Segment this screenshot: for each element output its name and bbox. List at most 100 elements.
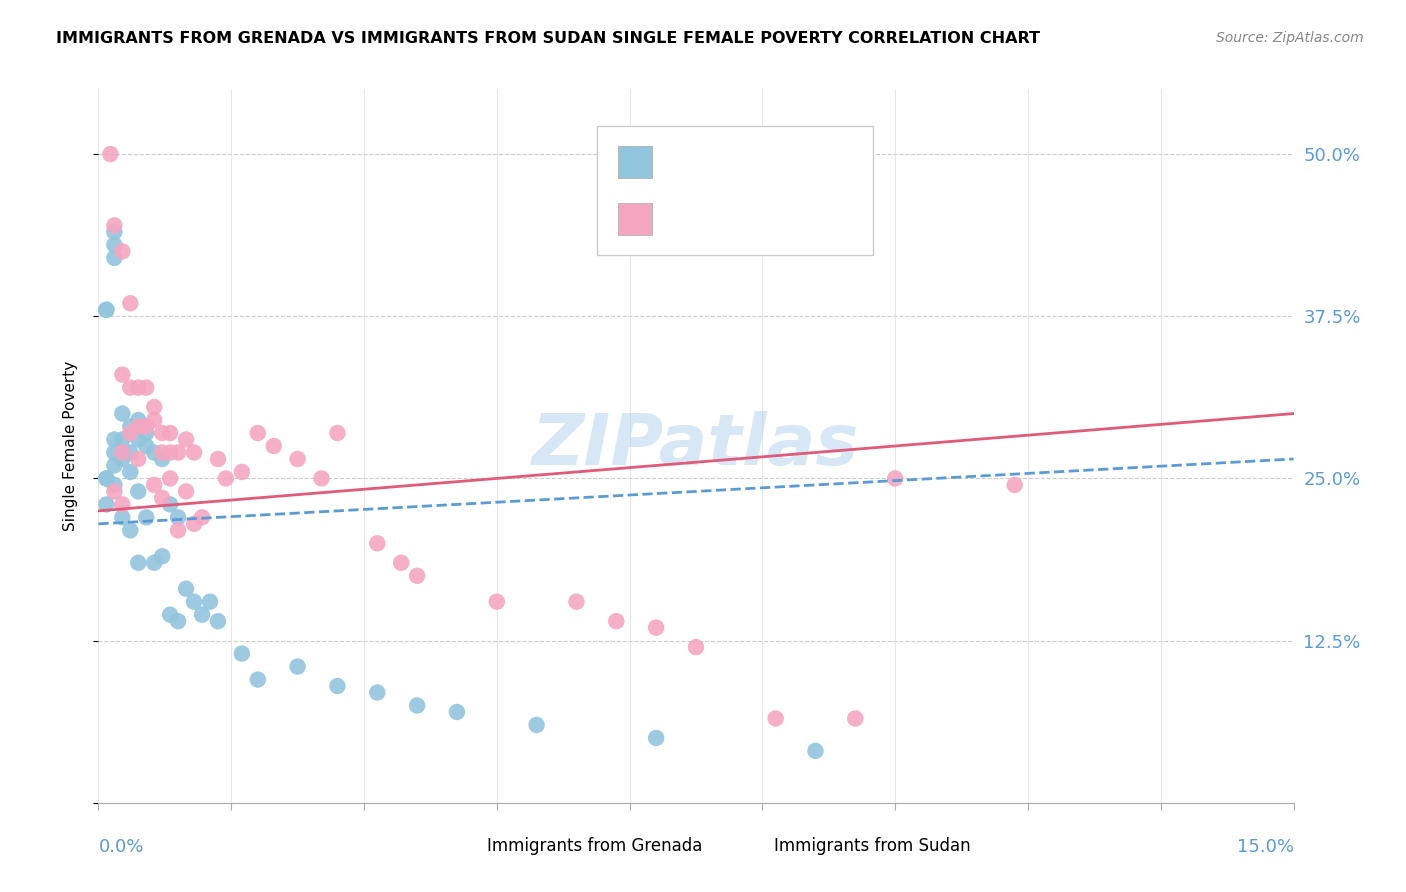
FancyBboxPatch shape — [619, 146, 652, 178]
Point — [143, 478, 166, 492]
Text: Immigrants from Sudan: Immigrants from Sudan — [773, 837, 970, 855]
Point — [167, 510, 190, 524]
Point — [135, 419, 157, 434]
Point — [159, 607, 181, 622]
Text: 0.0%: 0.0% — [98, 838, 143, 856]
Point — [174, 582, 197, 596]
Text: ZIPatlas: ZIPatlas — [533, 411, 859, 481]
Point — [159, 471, 181, 485]
Point — [111, 433, 134, 447]
Point — [120, 419, 142, 434]
Point — [143, 445, 166, 459]
Point — [120, 524, 142, 538]
Point — [111, 244, 134, 259]
Point — [127, 556, 149, 570]
Point — [159, 445, 181, 459]
Point — [120, 445, 142, 459]
Point — [231, 465, 253, 479]
Point — [326, 425, 349, 440]
Point — [96, 471, 118, 485]
Point — [804, 744, 827, 758]
Point — [191, 510, 214, 524]
Point — [150, 445, 173, 459]
Point — [120, 425, 142, 440]
Point — [127, 381, 149, 395]
Point — [111, 452, 134, 467]
Point — [159, 497, 181, 511]
FancyBboxPatch shape — [596, 127, 873, 255]
Point — [150, 425, 173, 440]
Point — [167, 445, 190, 459]
Point — [111, 445, 134, 459]
Point — [127, 484, 149, 499]
Point — [174, 433, 197, 447]
Point — [1004, 478, 1026, 492]
Point — [765, 711, 787, 725]
Point — [844, 711, 866, 725]
Point — [565, 595, 588, 609]
Point — [389, 556, 412, 570]
Point — [143, 400, 166, 414]
Y-axis label: Single Female Poverty: Single Female Poverty — [63, 361, 77, 531]
Text: IMMIGRANTS FROM GRENADA VS IMMIGRANTS FROM SUDAN SINGLE FEMALE POVERTY CORRELATI: IMMIGRANTS FROM GRENADA VS IMMIGRANTS FR… — [56, 31, 1040, 46]
Text: Source: ZipAtlas.com: Source: ZipAtlas.com — [1216, 31, 1364, 45]
Point — [167, 614, 190, 628]
Point — [685, 640, 707, 654]
Point — [103, 484, 125, 499]
Point — [183, 445, 205, 459]
Point — [127, 413, 149, 427]
Point — [605, 614, 627, 628]
Point — [111, 407, 134, 421]
Point — [231, 647, 253, 661]
Point — [150, 452, 173, 467]
Point — [111, 497, 134, 511]
Point — [96, 497, 118, 511]
Point — [183, 516, 205, 531]
Point — [645, 731, 668, 745]
Point — [96, 302, 118, 317]
Point — [645, 621, 668, 635]
Point — [135, 510, 157, 524]
Point — [127, 419, 149, 434]
Point — [246, 673, 269, 687]
Point — [103, 458, 125, 473]
Point — [120, 465, 142, 479]
Point — [263, 439, 285, 453]
Point — [127, 433, 149, 447]
Point — [150, 549, 173, 564]
Point — [103, 251, 125, 265]
Point — [406, 698, 429, 713]
Point — [215, 471, 238, 485]
Point — [150, 491, 173, 505]
Point — [103, 478, 125, 492]
FancyBboxPatch shape — [451, 833, 477, 856]
Point — [159, 425, 181, 440]
Point — [311, 471, 333, 485]
Point — [207, 614, 229, 628]
Point — [135, 439, 157, 453]
Point — [103, 219, 125, 233]
Point — [135, 381, 157, 395]
Point — [183, 595, 205, 609]
Point — [120, 296, 142, 310]
Point — [326, 679, 349, 693]
FancyBboxPatch shape — [738, 833, 763, 856]
Point — [198, 595, 221, 609]
Point — [526, 718, 548, 732]
Point — [120, 381, 142, 395]
Point — [103, 225, 125, 239]
Point — [96, 302, 118, 317]
Point — [111, 445, 134, 459]
Text: 15.0%: 15.0% — [1236, 838, 1294, 856]
Point — [127, 452, 149, 467]
Point — [287, 659, 309, 673]
Point — [143, 413, 166, 427]
Point — [174, 484, 197, 499]
Text: Immigrants from Grenada: Immigrants from Grenada — [486, 837, 702, 855]
Point — [143, 556, 166, 570]
Point — [366, 685, 388, 699]
FancyBboxPatch shape — [619, 203, 652, 235]
Point — [287, 452, 309, 467]
Text: R = 0.082   N = 51: R = 0.082 N = 51 — [664, 209, 848, 227]
Point — [96, 471, 118, 485]
